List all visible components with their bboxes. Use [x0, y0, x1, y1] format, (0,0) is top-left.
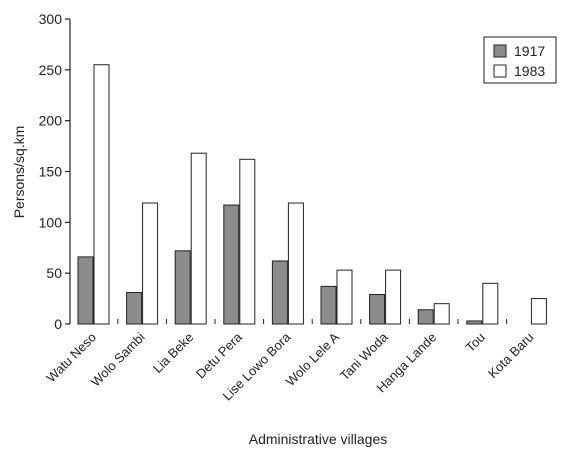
y-tick-label: 150 [39, 164, 63, 180]
bar-1917-lise-lowo-bora [271, 260, 288, 325]
bar-1983-wolo-lele-a [336, 269, 353, 325]
bar-1917-wolo-sambi [126, 291, 143, 325]
y-tick-label: 300 [39, 11, 63, 27]
legend: 1917 1983 [483, 36, 557, 84]
bar-1983-tani-woda [385, 269, 402, 325]
y-tick-label: 50 [46, 265, 62, 281]
bar-1983-detu-pera [239, 158, 256, 325]
bar-1983-wolo-sambi [142, 202, 159, 325]
bar-1917-watu-neso [77, 256, 94, 325]
y-tick-label: 250 [39, 62, 63, 78]
axes [65, 18, 508, 325]
bar-1917-lia-beke [174, 250, 191, 325]
bar-1917-hanga-lande [417, 309, 434, 325]
bar-1917-wolo-lele-a [320, 285, 337, 325]
legend-swatch-1983 [493, 64, 507, 78]
legend-label-1983: 1983 [514, 63, 545, 79]
legend-swatch-1917 [493, 44, 507, 58]
bar-1983-hanga-lande [433, 303, 450, 325]
x-tick-label: Kota Baru [485, 330, 536, 381]
x-tick-label: Lia Beke [150, 330, 196, 376]
bar-1983-lise-lowo-bora [287, 202, 304, 325]
legend-label-1917: 1917 [514, 43, 545, 59]
y-tick-label: 0 [54, 316, 62, 332]
x-tick-label: Tou [462, 330, 487, 355]
bar-1983-watu-neso [93, 64, 110, 325]
y-tick-label: 200 [39, 113, 63, 129]
y-tick-label: 100 [39, 214, 63, 230]
y-axis-label: Persons/sq.km [11, 126, 27, 219]
bar-1917-detu-pera [223, 204, 240, 325]
y-tick-labels: 0 50 100 150 200 250 300 [39, 11, 63, 332]
bars [77, 64, 547, 325]
bar-1983-tou [482, 282, 499, 325]
bar-1917-tani-woda [369, 294, 386, 325]
bar-1983-kota-baru [530, 298, 547, 325]
bar-1917-tou [466, 320, 483, 325]
x-axis-label: Administrative villages [249, 431, 388, 447]
bar-1983-lia-beke [190, 152, 207, 325]
